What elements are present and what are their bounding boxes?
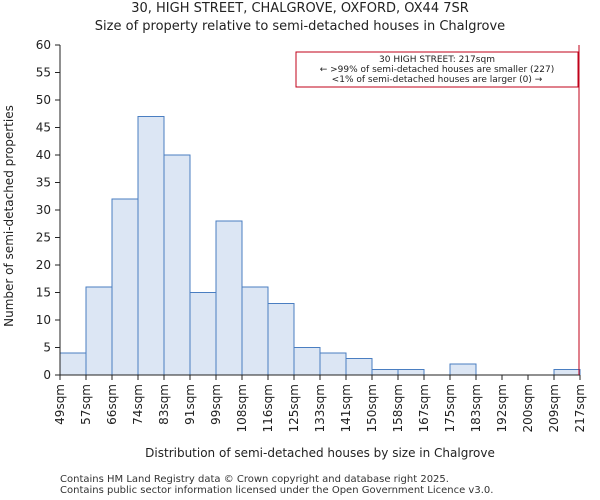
bar-125sqm xyxy=(293,347,321,376)
bars-group xyxy=(59,116,581,376)
x-tick-label: 57sqm xyxy=(79,384,93,425)
x-tick-label: 192sqm xyxy=(495,384,509,432)
x-tick-label: 49sqm xyxy=(53,384,67,425)
x-tick-label: 99sqm xyxy=(209,384,223,425)
y-tick-label: 0 xyxy=(43,368,51,382)
bar-209sqm xyxy=(553,369,581,376)
x-tick-label: 141sqm xyxy=(339,384,353,432)
y-tick-label: 15 xyxy=(36,286,51,300)
x-tick-label: 66sqm xyxy=(105,384,119,425)
x-axis: 49sqm 57sqm 66sqm 74sqm 83sqm 91sqm 99sqm 108sq… xyxy=(53,374,587,432)
bar-158sqm xyxy=(397,369,425,376)
y-tick-label: 50 xyxy=(36,93,51,107)
x-tick-label: 158sqm xyxy=(391,384,405,432)
x-tick-label: 209sqm xyxy=(547,384,561,432)
bar-74sqm xyxy=(137,116,165,376)
x-tick-label: 167sqm xyxy=(417,384,431,432)
bar-141sqm xyxy=(345,358,373,376)
x-tick-label: 175sqm xyxy=(443,384,457,432)
y-tick-label: 30 xyxy=(36,203,51,217)
y-tick-label: 5 xyxy=(43,341,51,355)
x-tick-label: 83sqm xyxy=(157,384,171,425)
y-tick-label: 60 xyxy=(36,38,51,52)
y-tick-label: 35 xyxy=(36,176,51,190)
y-axis: 0 5 10 15 20 25 30 35 40 45 50 55 60 xyxy=(36,38,61,382)
chart-subtitle: Size of property relative to semi-detach… xyxy=(94,19,506,34)
annotation-line-3: <1% of semi-detached houses are larger (… xyxy=(332,75,543,85)
bar-57sqm xyxy=(85,286,113,376)
x-tick-label: 74sqm xyxy=(131,384,145,425)
annotation-box xyxy=(295,51,579,88)
bar-91sqm xyxy=(189,292,217,376)
x-tick-label: 150sqm xyxy=(365,384,379,432)
bar-49sqm xyxy=(59,352,87,376)
x-tick-label: 200sqm xyxy=(521,384,535,432)
bar-116sqm xyxy=(267,303,295,376)
bar-150sqm xyxy=(371,369,399,376)
y-tick-label: 45 xyxy=(36,121,51,135)
x-tick-label: 91sqm xyxy=(183,384,197,425)
x-tick-label: 116sqm xyxy=(261,384,275,432)
y-axis-title: Number of semi-detached properties xyxy=(2,105,16,327)
x-tick-label: 108sqm xyxy=(235,384,249,432)
y-tick-label: 25 xyxy=(36,231,51,245)
y-tick-label: 55 xyxy=(36,66,51,80)
bar-133sqm xyxy=(319,352,347,376)
footer-copyright: Contains HM Land Registry data © Crown c… xyxy=(60,474,449,485)
bar-66sqm xyxy=(111,198,139,376)
x-tick-label: 133sqm xyxy=(313,384,327,432)
x-tick-label: 217sqm xyxy=(573,384,587,432)
y-tick-label: 40 xyxy=(36,148,51,162)
footer-licence: Contains public sector information licen… xyxy=(60,485,494,496)
annotation-line-2: ← >99% of semi-detached houses are small… xyxy=(320,65,555,75)
bar-175sqm xyxy=(449,363,477,376)
y-tick-label: 20 xyxy=(36,258,51,272)
x-tick-label: 125sqm xyxy=(287,384,301,432)
y-tick-label: 10 xyxy=(36,313,51,327)
annotation-line-1: 30 HIGH STREET: 217sqm xyxy=(379,55,495,65)
bar-99sqm xyxy=(215,220,243,376)
chart-title: 30, HIGH STREET, CHALGROVE, OXFORD, OX44… xyxy=(131,1,469,16)
bar-83sqm xyxy=(163,154,191,376)
bar-108sqm xyxy=(241,286,269,376)
x-tick-label: 183sqm xyxy=(469,384,483,432)
x-axis-title: Distribution of semi-detached houses by … xyxy=(145,446,495,460)
